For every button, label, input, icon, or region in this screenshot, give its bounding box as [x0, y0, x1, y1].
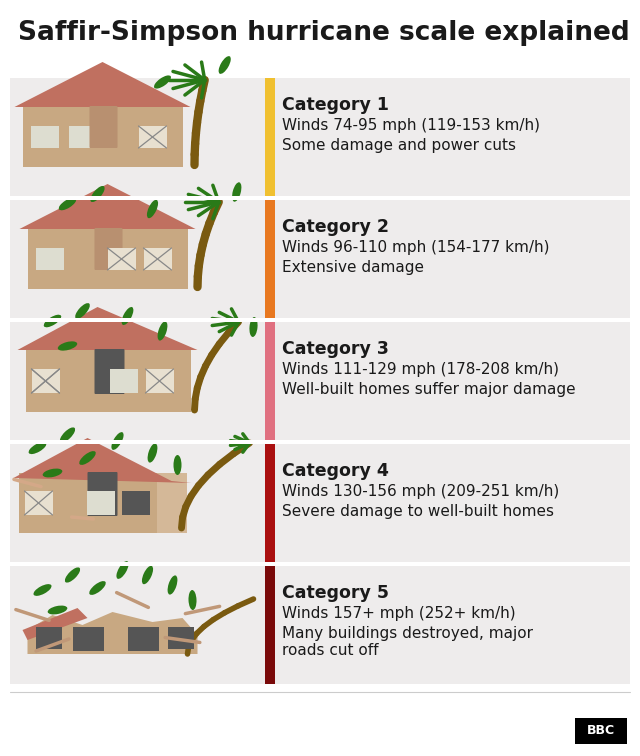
Text: Winds 74-95 mph (119-153 km/h): Winds 74-95 mph (119-153 km/h) [282, 118, 540, 133]
Bar [28, 229, 188, 289]
Ellipse shape [75, 303, 90, 319]
Ellipse shape [142, 565, 153, 584]
Text: Many buildings destroyed, major
roads cut off: Many buildings destroyed, major roads cu… [282, 626, 533, 658]
Text: Saffir-Simpson hurricane scale explained: Saffir-Simpson hurricane scale explained [18, 20, 630, 46]
Bar [35, 627, 61, 649]
Text: Category 5: Category 5 [282, 584, 389, 602]
Ellipse shape [250, 317, 257, 337]
Bar [265, 200, 275, 318]
Ellipse shape [122, 307, 133, 325]
Ellipse shape [48, 606, 67, 615]
Bar [22, 107, 182, 167]
Ellipse shape [60, 427, 75, 442]
Bar [265, 78, 275, 196]
Text: Category 2: Category 2 [282, 218, 389, 236]
Bar [72, 627, 104, 651]
FancyBboxPatch shape [95, 349, 125, 394]
Bar [31, 126, 58, 148]
Bar [10, 200, 630, 318]
Text: Winds 157+ mph (252+ km/h): Winds 157+ mph (252+ km/h) [282, 606, 516, 621]
Ellipse shape [111, 432, 124, 450]
Ellipse shape [79, 451, 96, 465]
Bar [138, 126, 166, 148]
Ellipse shape [148, 444, 157, 463]
Text: Category 3: Category 3 [282, 340, 389, 358]
Bar [127, 627, 159, 651]
Text: Extensive damage: Extensive damage [282, 260, 424, 275]
Ellipse shape [59, 198, 76, 210]
Bar [10, 444, 630, 562]
Ellipse shape [219, 56, 231, 74]
Polygon shape [17, 307, 198, 350]
Bar [122, 491, 150, 515]
Ellipse shape [89, 581, 106, 595]
Bar [10, 440, 630, 444]
Polygon shape [13, 438, 191, 483]
Bar [19, 473, 186, 533]
Bar [265, 322, 275, 440]
Bar [31, 369, 60, 393]
Text: Winds 111-129 mph (178-208 km/h): Winds 111-129 mph (178-208 km/h) [282, 362, 559, 377]
FancyBboxPatch shape [88, 472, 118, 516]
Bar [10, 318, 630, 322]
Bar [68, 126, 97, 148]
Ellipse shape [147, 200, 158, 218]
Bar [86, 491, 115, 515]
Polygon shape [15, 62, 191, 107]
Bar [109, 369, 138, 393]
Bar [10, 562, 630, 566]
Ellipse shape [90, 186, 104, 202]
Bar [24, 491, 52, 515]
Bar [10, 322, 630, 440]
Text: Some damage and power cuts: Some damage and power cuts [282, 138, 516, 153]
Bar [157, 473, 186, 533]
Ellipse shape [168, 575, 177, 594]
Ellipse shape [65, 568, 80, 583]
Bar [26, 350, 191, 412]
Ellipse shape [157, 321, 168, 341]
Bar [10, 78, 630, 196]
FancyBboxPatch shape [90, 106, 118, 148]
Bar [108, 248, 136, 270]
Ellipse shape [116, 561, 129, 579]
Ellipse shape [29, 442, 46, 454]
Ellipse shape [33, 584, 52, 596]
Bar [575, 718, 627, 744]
Ellipse shape [44, 314, 61, 327]
Polygon shape [19, 184, 195, 229]
Bar [265, 444, 275, 562]
Ellipse shape [232, 182, 241, 202]
Bar [10, 566, 630, 684]
Text: Well-built homes suffer major damage: Well-built homes suffer major damage [282, 382, 575, 397]
Bar [10, 196, 630, 200]
Text: Winds 96-110 mph (154-177 km/h): Winds 96-110 mph (154-177 km/h) [282, 240, 550, 255]
Ellipse shape [43, 469, 62, 478]
Text: Severe damage to well-built homes: Severe damage to well-built homes [282, 504, 554, 519]
Ellipse shape [58, 342, 77, 351]
Bar [35, 248, 63, 270]
Polygon shape [22, 608, 88, 640]
Ellipse shape [154, 76, 171, 88]
Text: Winds 130-156 mph (209-251 km/h): Winds 130-156 mph (209-251 km/h) [282, 484, 559, 499]
FancyBboxPatch shape [95, 228, 122, 270]
Bar [145, 369, 173, 393]
Bar [143, 248, 172, 270]
Text: BBC: BBC [587, 724, 615, 738]
Bar [168, 627, 193, 649]
Text: Category 1: Category 1 [282, 96, 389, 114]
Ellipse shape [189, 590, 196, 610]
Bar [31, 369, 60, 393]
Ellipse shape [173, 455, 182, 475]
Bar [265, 566, 275, 684]
Text: Category 4: Category 4 [282, 462, 389, 480]
Polygon shape [28, 612, 198, 654]
